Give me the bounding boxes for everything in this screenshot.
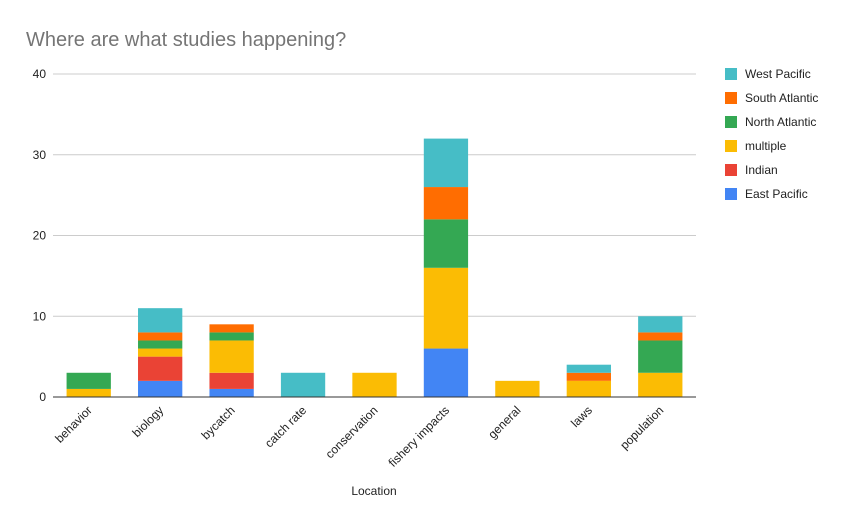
bar-fishery-impacts-north-atlantic bbox=[423, 219, 469, 268]
legend-swatch bbox=[725, 92, 737, 104]
bar-population-multiple bbox=[638, 372, 683, 397]
bar-bycatch-multiple bbox=[209, 340, 254, 373]
bar-bycatch-south-atlantic bbox=[209, 324, 254, 333]
bar-behavior-north-atlantic bbox=[66, 372, 111, 389]
bar-bycatch-north-atlantic bbox=[209, 332, 254, 341]
bar-population-south-atlantic bbox=[638, 332, 683, 341]
bar-fishery-impacts-multiple bbox=[423, 267, 469, 349]
bar-laws-multiple bbox=[566, 380, 611, 397]
bar-biology-south-atlantic bbox=[138, 332, 183, 341]
legend-swatch bbox=[725, 140, 737, 152]
gridlines: 0 10 20 30 40 bbox=[33, 67, 696, 404]
bar-laws-south-atlantic bbox=[566, 372, 611, 381]
bars bbox=[66, 138, 683, 397]
bar-fishery-impacts-south-atlantic bbox=[423, 187, 469, 220]
legend-swatch bbox=[725, 116, 737, 128]
legend-label: South Atlantic bbox=[745, 91, 818, 105]
chart-title: Where are what studies happening? bbox=[26, 29, 346, 51]
y-tick-label: 40 bbox=[33, 67, 47, 81]
legend-label: East Pacific bbox=[745, 187, 808, 201]
bar-conservation-multiple bbox=[352, 372, 397, 397]
bar-biology-multiple bbox=[138, 348, 183, 357]
bar-laws-west-pacific bbox=[566, 364, 611, 373]
bar-bycatch-east-pacific bbox=[209, 388, 254, 397]
legend-swatch bbox=[725, 188, 737, 200]
legend-swatch bbox=[725, 68, 737, 80]
legend-label: multiple bbox=[745, 139, 787, 153]
bar-biology-west-pacific bbox=[138, 308, 183, 333]
bar-biology-east-pacific bbox=[138, 380, 183, 397]
bar-population-north-atlantic bbox=[638, 340, 683, 373]
legend-swatch bbox=[725, 164, 737, 176]
legend-label: North Atlantic bbox=[745, 115, 816, 129]
bar-behavior-multiple bbox=[66, 388, 111, 397]
bar-fishery-impacts-east-pacific bbox=[423, 348, 469, 397]
y-tick-label: 20 bbox=[33, 229, 47, 243]
bar-catch-rate-west-pacific bbox=[280, 372, 326, 397]
legend-label: West Pacific bbox=[745, 67, 811, 81]
legend: West Pacific South Atlantic North Atlantic… bbox=[725, 67, 818, 201]
bar-general-multiple bbox=[495, 380, 540, 397]
bar-fishery-impacts-west-pacific bbox=[423, 138, 469, 188]
bar-bycatch-indian bbox=[209, 372, 254, 389]
legend-label: Indian bbox=[745, 163, 778, 177]
x-axis-label: Location bbox=[351, 484, 396, 498]
bar-biology-indian bbox=[138, 356, 183, 381]
y-tick-label: 0 bbox=[39, 390, 46, 404]
y-tick-label: 30 bbox=[33, 148, 47, 162]
bar-population-west-pacific bbox=[638, 316, 683, 333]
y-tick-label: 10 bbox=[33, 309, 47, 323]
bar-biology-north-atlantic bbox=[138, 340, 183, 349]
